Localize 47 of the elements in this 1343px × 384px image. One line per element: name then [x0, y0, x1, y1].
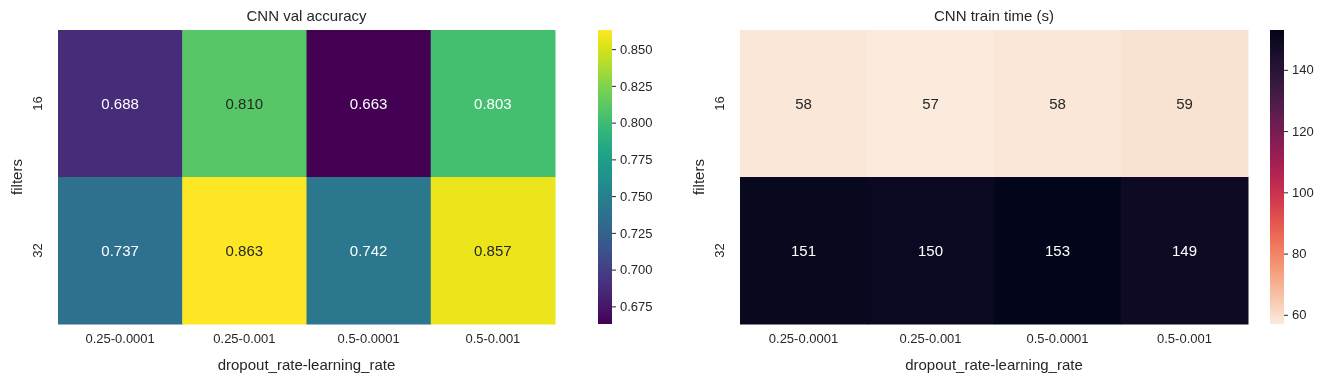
y-tick-label: 32	[712, 243, 727, 258]
color-bar-label: 140	[1292, 62, 1314, 78]
color-bar-label: 0.675	[620, 299, 653, 315]
x-tick-label: 0.5-0.0001	[1026, 331, 1089, 347]
color-bar-label: 100	[1292, 184, 1314, 200]
y-axis-title: filters	[690, 159, 707, 195]
x-axis-title: dropout_rate-learning_rate	[905, 356, 1083, 373]
chart-title: CNN val accuracy	[246, 7, 368, 24]
data-label: 0.857	[474, 241, 512, 259]
data-label: 0.742	[349, 241, 388, 259]
x-tick-label: 0.5-0.001	[1157, 331, 1212, 347]
color-bar-label: 0.700	[620, 262, 653, 278]
x-tick-label: 0.25-0.0001	[768, 331, 839, 347]
data-label: 58	[1049, 94, 1066, 112]
data-label: 149	[1171, 241, 1198, 259]
data-label: 153	[1044, 241, 1071, 259]
data-label: 57	[922, 94, 939, 112]
data-label: 59	[1176, 94, 1193, 112]
color-bar-label: 0.750	[620, 188, 653, 204]
data-label: 0.863	[225, 241, 264, 259]
data-label: 0.803	[474, 94, 512, 112]
data-label: 0.688	[101, 94, 139, 112]
color-bar-label: 0.850	[620, 41, 653, 57]
color-bar-label: 120	[1292, 123, 1314, 139]
x-tick-label: 0.25-0.0001	[85, 331, 155, 347]
x-axis-title: dropout_rate-learning_rate	[217, 356, 396, 373]
data-label: 58	[795, 94, 812, 112]
data-label: 0.737	[101, 241, 139, 259]
x-tick-label: 0.25-0.001	[899, 331, 962, 347]
chart-title: CNN train time (s)	[933, 7, 1055, 24]
x-tick-label: 0.5-0.001	[465, 331, 521, 347]
color-bar-label: 60	[1292, 307, 1307, 323]
x-tick-label: 0.25-0.001	[213, 331, 276, 347]
color-bar-label: 0.775	[620, 152, 653, 168]
color-bar-label: 0.800	[620, 115, 653, 131]
color-bar-label: 0.725	[620, 225, 653, 241]
y-tick-label: 32	[30, 243, 45, 258]
data-label: 0.810	[225, 94, 264, 112]
y-axis-title: filters	[8, 159, 25, 195]
data-label: 151	[790, 241, 817, 259]
data-label: 0.663	[349, 94, 388, 112]
x-tick-label: 0.5-0.0001	[337, 331, 400, 347]
y-tick-label: 16	[712, 96, 727, 111]
y-tick-label: 16	[30, 96, 45, 111]
color-bar-label: 80	[1292, 246, 1307, 262]
data-label: 150	[917, 241, 944, 259]
color-bar-label: 0.825	[620, 78, 653, 94]
